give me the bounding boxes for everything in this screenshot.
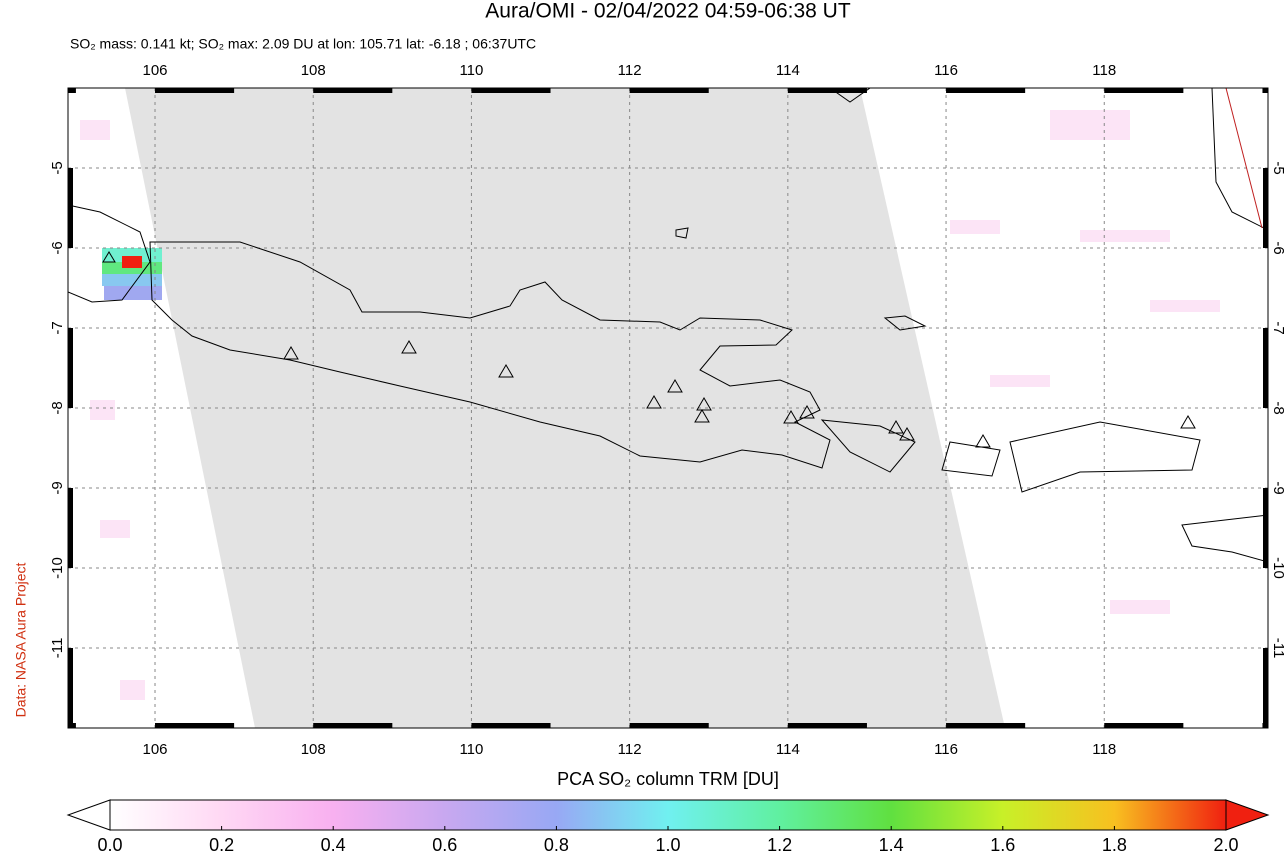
colorbar-tick-label: 0.2: [209, 835, 234, 855]
frame-bar: [787, 88, 867, 93]
lat-tick-label: -5: [1270, 161, 1287, 174]
lon-tick-label: 106: [142, 62, 167, 79]
colorbar-tick-label: 0.8: [544, 835, 569, 855]
lat-tick-label: -5: [49, 161, 66, 174]
lat-tick-label: -10: [49, 557, 66, 579]
lon-tick-label: 110: [459, 62, 483, 79]
colorbar-tick-label: 1.6: [990, 835, 1015, 855]
map-area: [68, 88, 1268, 728]
orbit-edge: [1225, 88, 1263, 229]
lat-tick-label: -11: [1270, 638, 1287, 659]
frame-bar: [629, 88, 709, 93]
lat-tick-label: -7: [49, 321, 66, 334]
frame-bar: [155, 723, 235, 728]
colorbar-tick-label: 1.2: [767, 835, 792, 855]
frame-bar: [313, 88, 393, 93]
lat-tick-label: -9: [1270, 481, 1287, 494]
frame-bar: [946, 88, 1026, 93]
colorbar-label: PCA SO₂ column TRM [DU]: [557, 769, 779, 789]
so2-pixels: [102, 248, 162, 300]
colorbar-tick-label: 0.6: [432, 835, 457, 855]
frame-bar: [471, 723, 551, 728]
lon-tick-label: 118: [1092, 741, 1116, 758]
colorbar-tick-label: 1.0: [655, 835, 680, 855]
colorbar-tick-label: 2.0: [1213, 835, 1238, 855]
lat-tick-label: -10: [1270, 557, 1287, 579]
colorbar-tick-label: 0.0: [97, 835, 122, 855]
lon-tick-label: 112: [618, 62, 642, 79]
title: Aura/OMI - 02/04/2022 04:59-06:38 UT: [485, 0, 851, 23]
colorbar-under: [66, 799, 111, 831]
lon-tick-label: 110: [459, 741, 483, 758]
frame-bar: [1263, 168, 1268, 248]
frame-bar: [68, 488, 73, 568]
frame-bar: [1263, 488, 1268, 568]
frame-bar: [1262, 88, 1268, 93]
colorbar-tick-label: 0.4: [321, 835, 346, 855]
frame-bar: [471, 88, 551, 93]
frame-bar: [787, 723, 867, 728]
lat-tick-label: -6: [49, 241, 66, 254]
frame-bar: [946, 723, 1026, 728]
volcanoes: [102, 251, 1196, 448]
frame-bar: [68, 168, 73, 248]
lat-tick-label: -7: [1270, 321, 1287, 334]
grid: [68, 88, 1268, 728]
colorbar-tick-label: 1.8: [1102, 835, 1127, 855]
lat-tick-label: -8: [49, 401, 66, 414]
colorbar: [109, 799, 1227, 831]
lon-tick-label: 118: [1092, 62, 1116, 79]
frame-bar: [1104, 88, 1184, 93]
subtitle: SO₂ mass: 0.141 kt; SO₂ max: 2.09 DU at …: [70, 36, 536, 52]
frame-bar: [1104, 723, 1184, 728]
lon-tick-label: 116: [934, 62, 958, 79]
frame-bar: [68, 328, 73, 408]
frame-bar: [313, 723, 393, 728]
map-frame: [68, 88, 1268, 728]
lon-tick-label: 114: [776, 741, 800, 758]
frame-bar: [155, 88, 235, 93]
frame-bar: [68, 88, 76, 93]
lon-tick-label: 116: [934, 741, 958, 758]
lat-tick-label: -8: [1270, 401, 1287, 414]
frame-bar: [68, 648, 73, 728]
lat-tick-label: -6: [1270, 241, 1287, 254]
frame-bar: [1263, 328, 1268, 408]
colorbar-over: [1225, 799, 1270, 831]
credit: Data: NASA Aura Project: [13, 562, 29, 717]
lon-tick-label: 114: [776, 62, 800, 79]
lon-tick-label: 106: [142, 741, 167, 758]
frame-bar: [1263, 648, 1268, 728]
pink-noise: [80, 110, 1220, 700]
lat-tick-label: -9: [49, 481, 66, 494]
lat-tick-label: -11: [49, 638, 66, 659]
lon-tick-label: 108: [301, 62, 326, 79]
colorbar-tick-label: 1.4: [879, 835, 904, 855]
map-border: [67, 87, 1269, 729]
lon-tick-label: 108: [301, 741, 326, 758]
frame-bar: [629, 723, 709, 728]
lon-tick-label: 112: [618, 741, 642, 758]
